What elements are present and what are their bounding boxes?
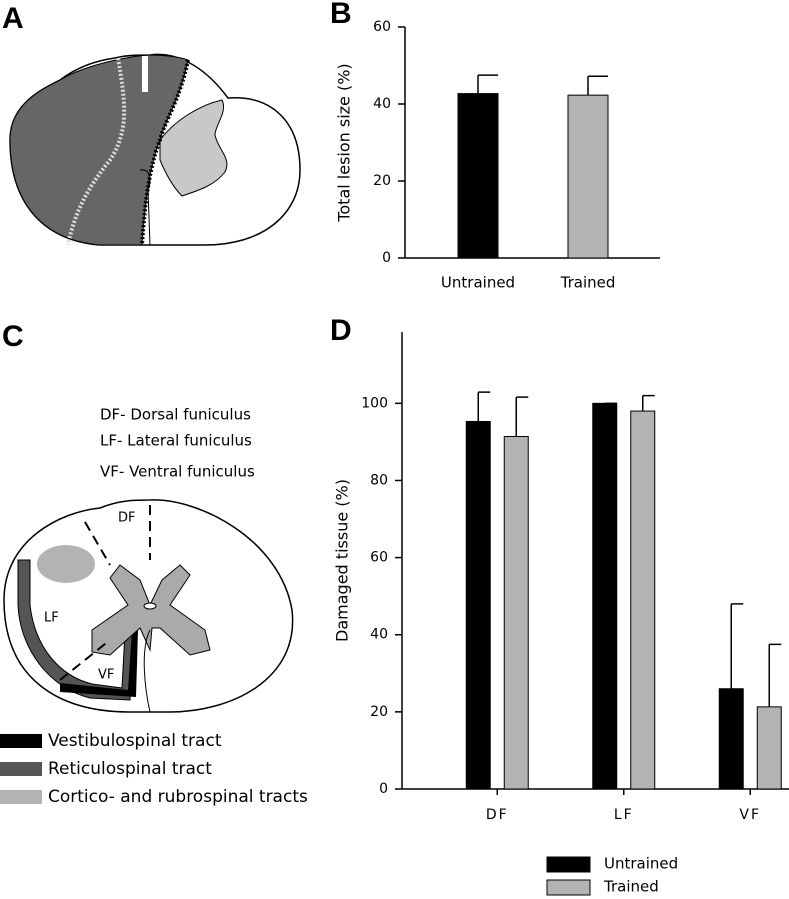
x-tick-label: Trained [560,274,616,292]
cord-diagram-a [9,53,301,246]
error-bar [515,396,529,437]
legend-swatch [546,856,591,873]
y-tick-label: 0 [382,250,391,266]
bar [465,420,491,790]
bar [718,688,744,790]
y-tick-label: 0 [379,781,388,797]
panel-label: B [330,0,352,30]
panel-label: A [2,2,24,35]
y-tick-label: 20 [370,704,388,720]
error-bar [768,643,782,707]
y-tick-label: 40 [373,96,391,112]
bar [457,93,499,259]
panel-label: C [2,320,24,353]
region-label: DF [118,511,136,526]
y-tick-label: 60 [370,550,388,566]
error-bar [477,74,498,94]
error-bar [642,394,655,412]
bar [503,436,529,790]
y-axis-label: Damaged tissue (%) [333,479,352,642]
legend-label: Untrained [604,855,678,873]
legend-label: Reticulospinal tract [48,759,212,779]
definition: LF- Lateral funiculus [100,432,252,450]
y-tick-label: 60 [373,19,391,35]
bar [592,402,618,790]
panel-label: D [330,314,352,347]
definition: VF- Ventral funiculus [100,463,255,481]
x-tick-label: Untrained [441,274,515,292]
y-tick-label: 40 [370,627,388,643]
y-tick-label: 100 [361,395,388,411]
bar [630,410,656,790]
error-bar [477,391,491,422]
legend-swatch [0,790,42,804]
legend-swatch [0,762,42,776]
cord-diagram-c [3,499,294,713]
legend-swatch [0,734,42,748]
legend-label: Trained [603,878,659,896]
definition: DF- Dorsal funiculus [100,406,251,424]
bar [756,706,782,790]
legend-label: Vestibulospinal tract [48,731,222,751]
y-axis-label: Total lesion size (%) [335,63,354,222]
legend-label: Cortico- and rubrospinal tracts [48,787,308,807]
x-tick-label: LF [614,807,634,823]
x-tick-label: DF [486,807,509,823]
legend-swatch [546,879,591,896]
region-label: VF [98,668,114,683]
y-tick-label: 80 [370,472,388,488]
bar [567,94,609,259]
error-bar [587,75,608,96]
region-label: LF [44,611,59,626]
x-tick-label: VF [739,807,761,823]
y-tick-label: 20 [373,173,391,189]
error-bar [730,603,744,689]
